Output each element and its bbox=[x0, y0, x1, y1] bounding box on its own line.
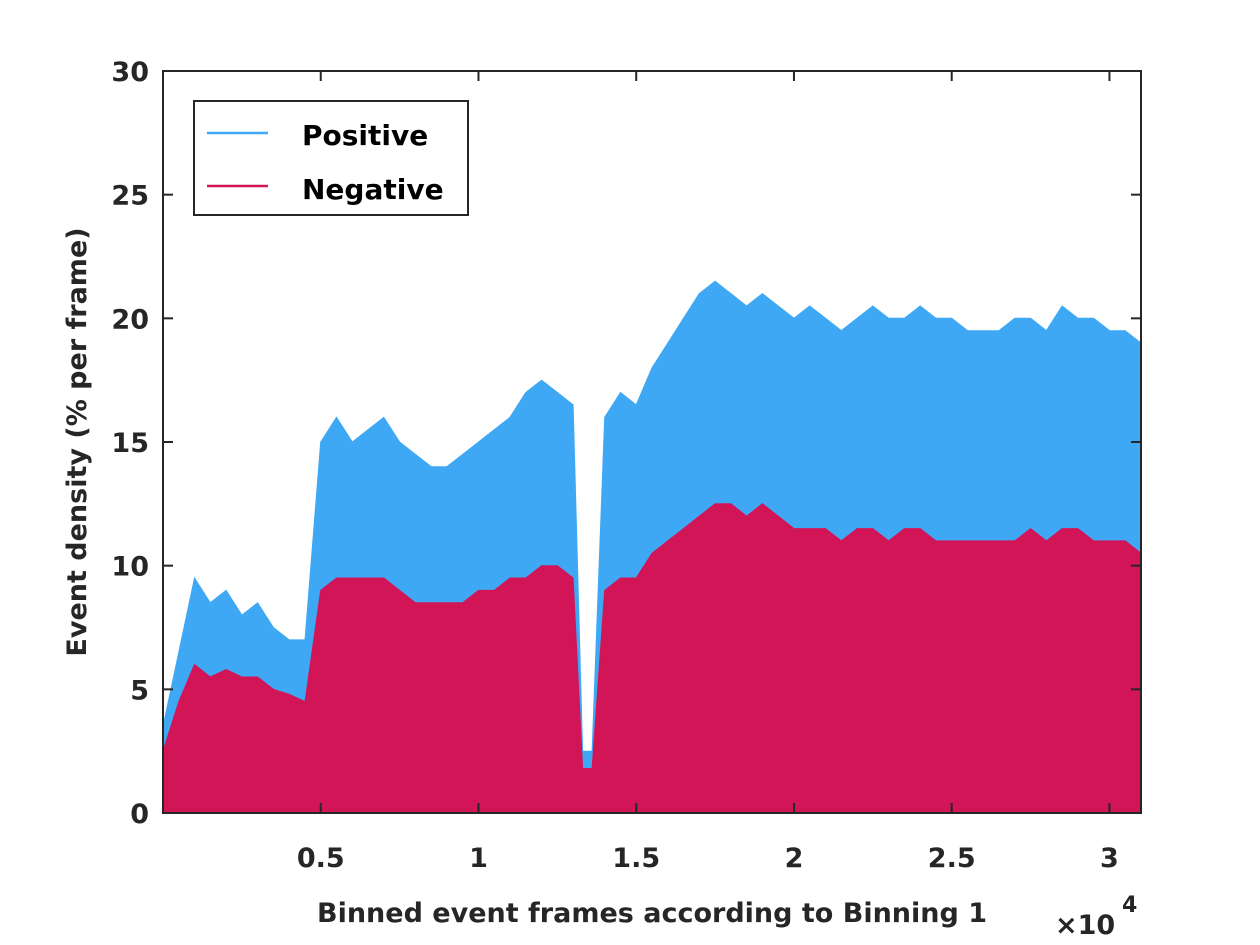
x-tick-label: 1 bbox=[469, 843, 488, 874]
y-tick-label: 20 bbox=[111, 304, 149, 335]
y-tick-label: 25 bbox=[111, 181, 149, 212]
y-tick-label: 30 bbox=[111, 57, 149, 88]
legend-label-positive: Positive bbox=[302, 119, 428, 152]
x-tick-label: 0.5 bbox=[297, 843, 345, 874]
series-layer bbox=[162, 280, 1142, 814]
y-tick-label: 15 bbox=[111, 428, 149, 459]
x-tick-label: 1.5 bbox=[612, 843, 660, 874]
y-axis-label: Event density (% per frame) bbox=[62, 227, 93, 656]
legend-box bbox=[193, 100, 469, 216]
y-tick-label: 0 bbox=[130, 799, 149, 830]
y-tick-label: 10 bbox=[111, 552, 149, 583]
legend-label-negative: Negative bbox=[302, 173, 444, 206]
series-area-negative bbox=[162, 503, 1142, 814]
x-axis-multiplier-exponent: 4 bbox=[1122, 893, 1137, 918]
x-tick-label: 2 bbox=[785, 843, 804, 874]
x-axis: 0.5 1 1.5 2 2.5 3 bbox=[297, 71, 1119, 874]
y-axis: 0 5 10 15 20 25 30 bbox=[111, 57, 1141, 830]
legend: Positive Negative bbox=[193, 100, 469, 216]
x-tick-label: 2.5 bbox=[928, 843, 976, 874]
x-axis-label: Binned event frames according to Binning… bbox=[317, 898, 987, 929]
y-tick-label: 5 bbox=[130, 675, 149, 706]
x-axis-multiplier-base: ×10 bbox=[1055, 910, 1115, 941]
x-tick-label: 3 bbox=[1100, 843, 1119, 874]
